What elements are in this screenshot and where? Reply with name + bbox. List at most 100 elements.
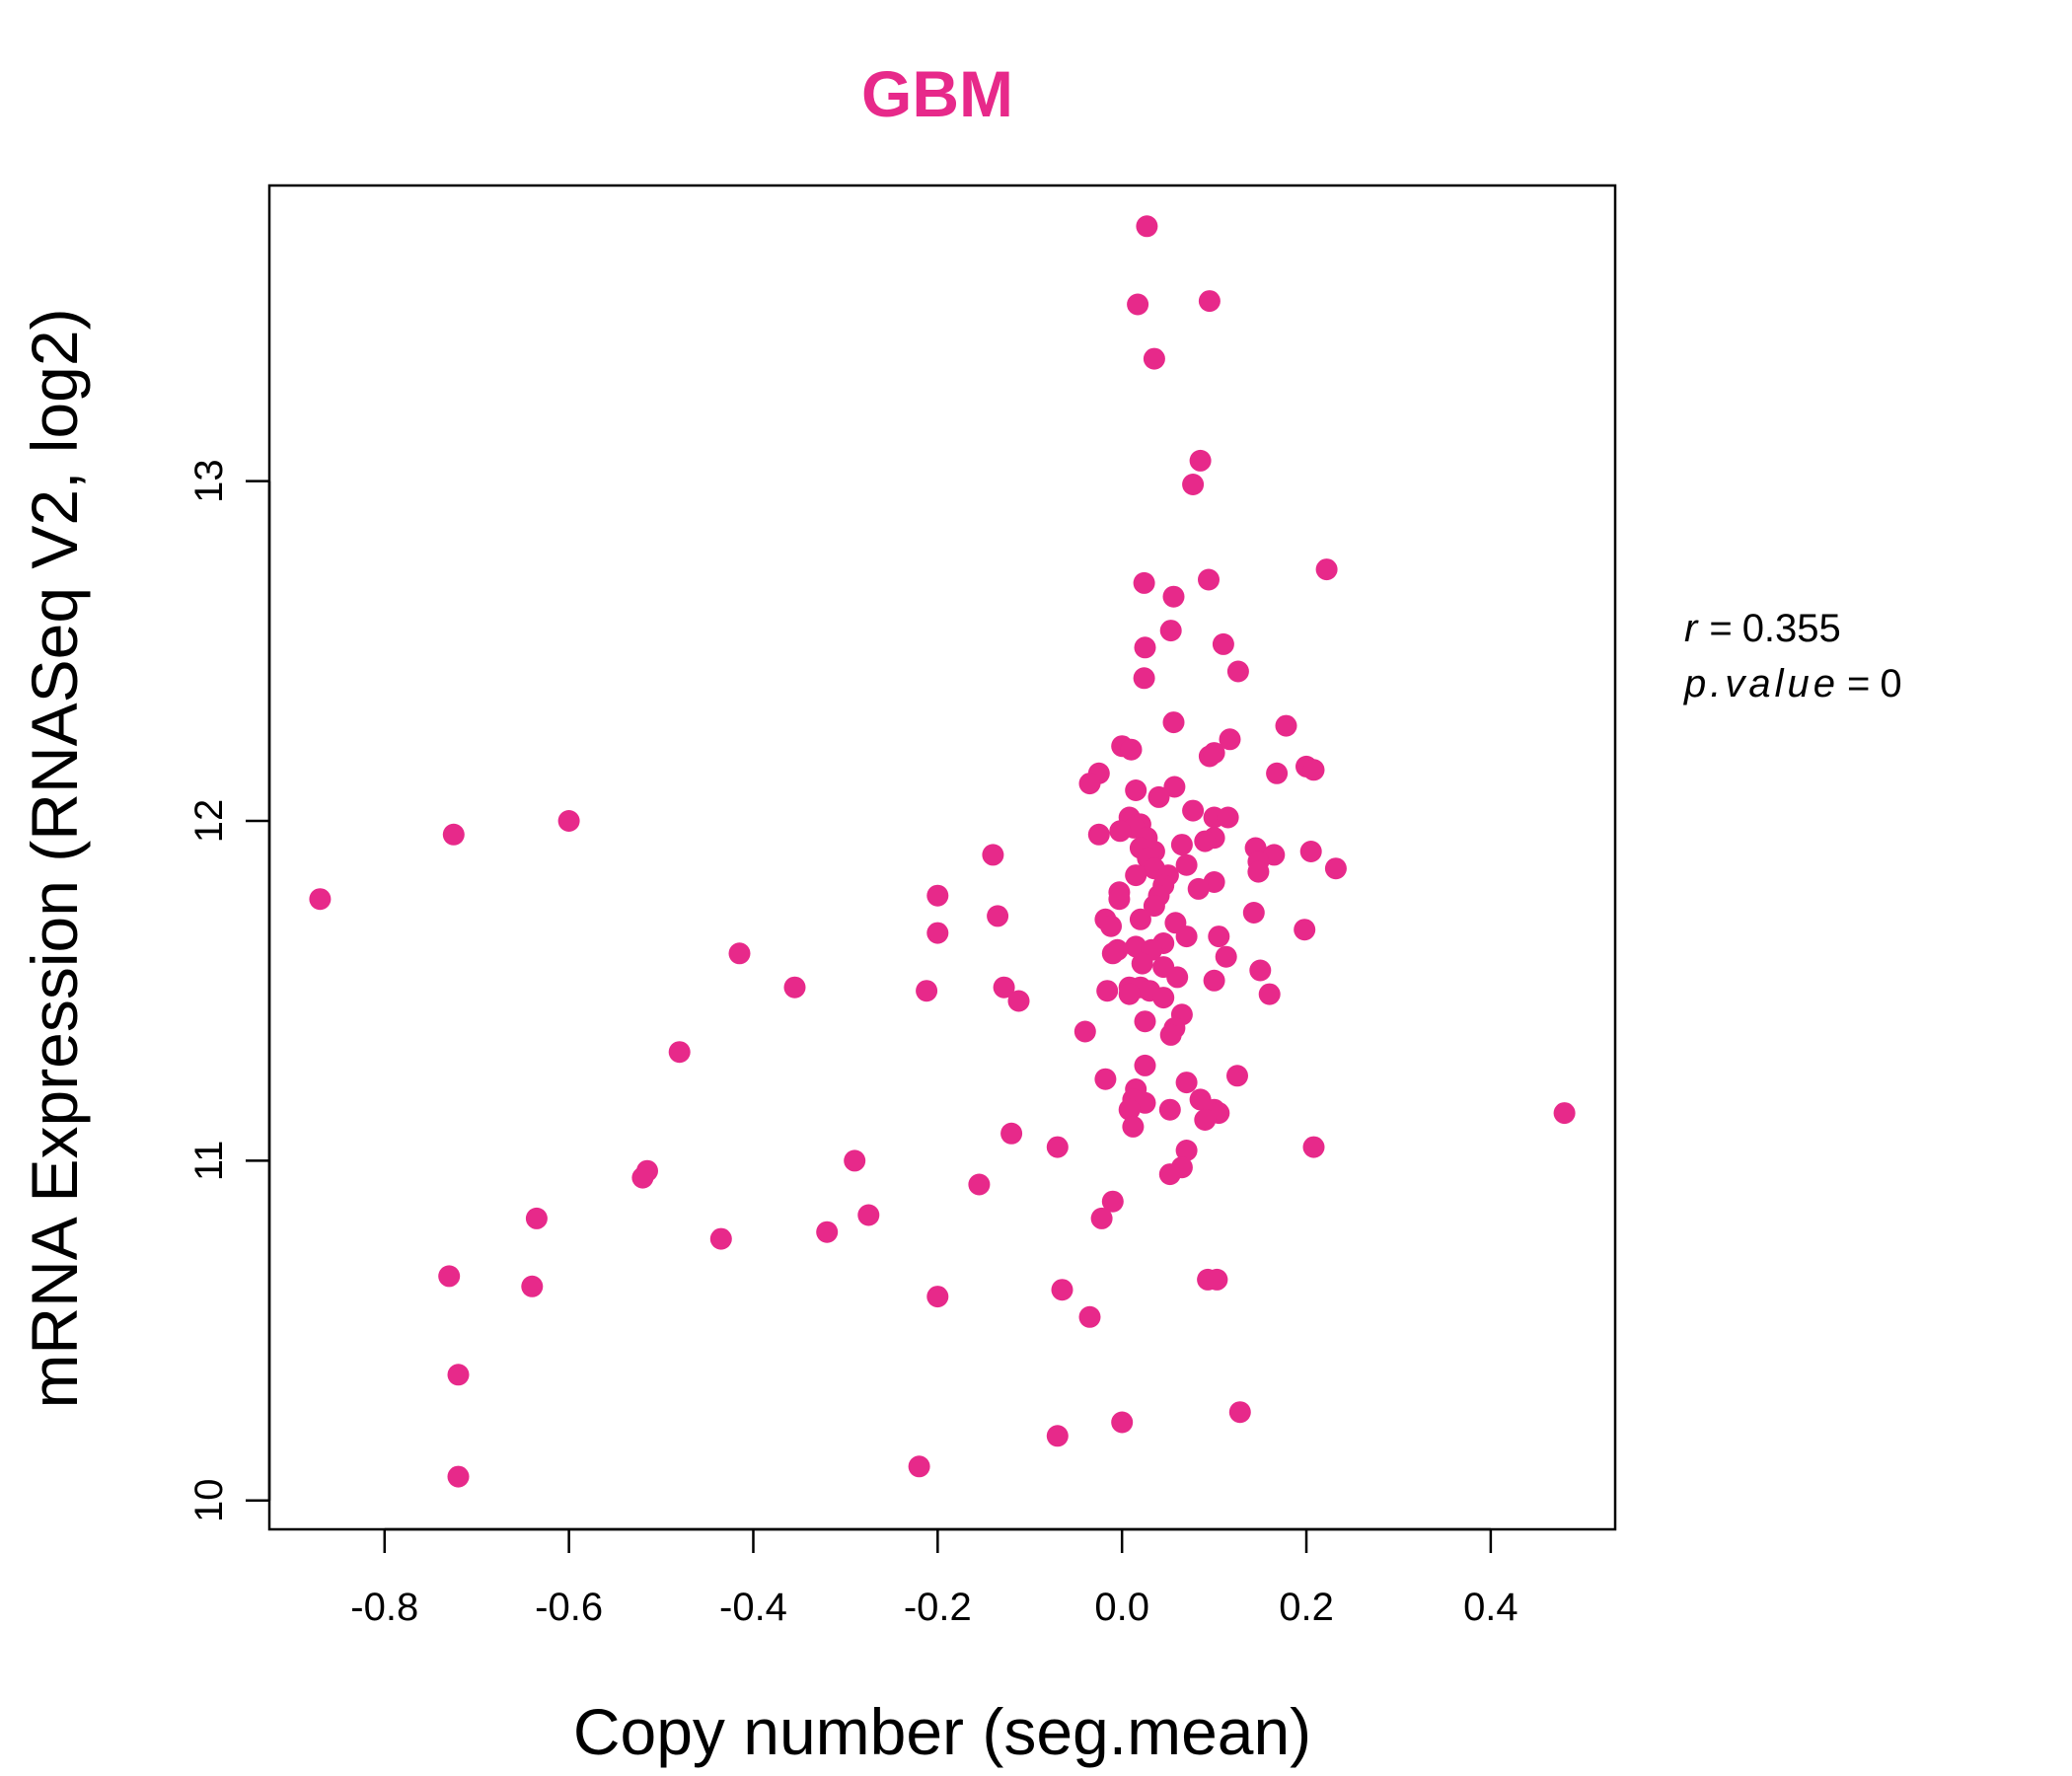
data-point bbox=[1302, 759, 1325, 781]
data-point bbox=[816, 1221, 839, 1243]
data-point bbox=[1111, 1411, 1134, 1434]
data-point bbox=[309, 888, 332, 911]
data-point bbox=[1208, 925, 1230, 948]
data-point bbox=[1000, 1122, 1023, 1145]
data-point bbox=[1143, 347, 1165, 370]
stat-r-eq: = bbox=[1709, 607, 1732, 650]
data-point bbox=[1122, 1115, 1145, 1138]
data-point bbox=[1189, 449, 1212, 472]
x-axis-label: Copy number (seg.mean) bbox=[573, 1695, 1311, 1768]
x-tick-label: -0.6 bbox=[535, 1586, 603, 1629]
data-point bbox=[1247, 860, 1270, 883]
data-point bbox=[1187, 877, 1210, 900]
x-tick-label: -0.2 bbox=[904, 1586, 972, 1629]
data-point bbox=[1175, 1140, 1198, 1161]
y-axis-label: mRNA Expression (RNASeq V2, log2) bbox=[18, 308, 91, 1408]
x-tick-label: -0.8 bbox=[350, 1586, 418, 1629]
data-point bbox=[783, 976, 806, 999]
stat-r-label: r bbox=[1684, 607, 1699, 650]
data-point bbox=[1258, 983, 1281, 1005]
data-point bbox=[926, 1286, 949, 1308]
stat-r-value: 0.355 bbox=[1742, 607, 1841, 650]
y-tick-label: 10 bbox=[187, 1478, 231, 1522]
data-point bbox=[908, 1455, 930, 1478]
data-point bbox=[1162, 711, 1185, 734]
data-point bbox=[1158, 1098, 1181, 1121]
data-point bbox=[844, 1149, 866, 1172]
data-point bbox=[993, 976, 1015, 999]
data-point bbox=[447, 1364, 470, 1386]
data-point bbox=[1226, 660, 1249, 683]
x-axis: -0.8 -0.6 -0.4 -0.2 0.0 0.2 0.4 bbox=[350, 1527, 1518, 1629]
data-point bbox=[1294, 919, 1316, 941]
data-point bbox=[1203, 969, 1225, 992]
data-point bbox=[1198, 290, 1221, 313]
data-point bbox=[1087, 823, 1110, 846]
y-tick-label: 11 bbox=[187, 1141, 231, 1182]
data-point bbox=[1073, 1020, 1096, 1043]
data-point bbox=[1134, 1054, 1156, 1076]
data-point bbox=[1159, 1023, 1182, 1046]
data-point bbox=[1315, 558, 1338, 581]
data-point bbox=[968, 1173, 991, 1196]
data-point bbox=[631, 1166, 654, 1189]
data-point bbox=[1158, 1163, 1181, 1186]
data-point bbox=[1219, 728, 1241, 751]
data-point bbox=[1226, 1065, 1248, 1087]
data-point bbox=[1133, 571, 1155, 594]
data-point bbox=[1266, 762, 1289, 784]
data-point bbox=[1131, 952, 1153, 975]
data-point bbox=[1108, 888, 1131, 911]
data-point bbox=[1051, 1279, 1073, 1301]
data-point bbox=[1136, 215, 1158, 238]
data-point bbox=[857, 1204, 880, 1226]
data-point bbox=[1175, 925, 1198, 948]
data-point bbox=[1133, 667, 1155, 690]
data-point bbox=[1212, 632, 1234, 655]
data-point bbox=[1134, 1010, 1156, 1033]
data-point bbox=[1046, 1136, 1069, 1158]
data-point bbox=[926, 884, 949, 907]
stat-p-value: 0 bbox=[1880, 662, 1901, 705]
data-point bbox=[728, 942, 751, 965]
stat-r: r = 0.355 bbox=[1684, 607, 1841, 650]
data-point bbox=[447, 1465, 470, 1488]
data-point bbox=[1143, 895, 1165, 918]
data-point bbox=[521, 1275, 544, 1297]
data-point bbox=[1166, 966, 1189, 989]
x-tick-label: 0.4 bbox=[1463, 1586, 1518, 1629]
stat-p-eq: = bbox=[1847, 662, 1870, 705]
data-point bbox=[1152, 987, 1175, 1009]
data-point bbox=[1094, 1068, 1117, 1090]
chart-title: GBM bbox=[861, 57, 1013, 130]
data-point bbox=[1090, 1207, 1113, 1229]
data-point bbox=[1134, 636, 1156, 659]
data-point bbox=[557, 810, 580, 832]
data-point bbox=[1159, 620, 1182, 642]
data-point bbox=[1007, 990, 1030, 1012]
x-tick-label: -0.4 bbox=[719, 1586, 787, 1629]
data-point bbox=[1275, 714, 1297, 737]
x-tick-label: 0.0 bbox=[1094, 1586, 1149, 1629]
points-layer bbox=[309, 215, 1576, 1488]
data-point bbox=[1302, 1136, 1325, 1158]
data-point bbox=[1046, 1425, 1069, 1447]
data-point bbox=[1324, 857, 1347, 880]
data-point bbox=[1175, 853, 1198, 876]
data-point bbox=[1249, 959, 1272, 982]
data-point bbox=[1228, 1401, 1251, 1424]
data-point bbox=[525, 1207, 548, 1229]
stat-p: p.value = 0 bbox=[1683, 662, 1902, 705]
data-point bbox=[1078, 1305, 1101, 1328]
data-point bbox=[709, 1227, 732, 1250]
y-tick-label: 12 bbox=[187, 799, 231, 844]
data-point bbox=[1125, 779, 1147, 801]
data-point bbox=[1194, 830, 1217, 852]
data-point bbox=[1182, 799, 1205, 822]
data-point bbox=[438, 1265, 461, 1288]
data-point bbox=[1147, 785, 1170, 808]
data-point bbox=[1553, 1102, 1576, 1125]
data-point bbox=[1182, 474, 1205, 495]
stat-p-label: p.value bbox=[1683, 662, 1839, 705]
